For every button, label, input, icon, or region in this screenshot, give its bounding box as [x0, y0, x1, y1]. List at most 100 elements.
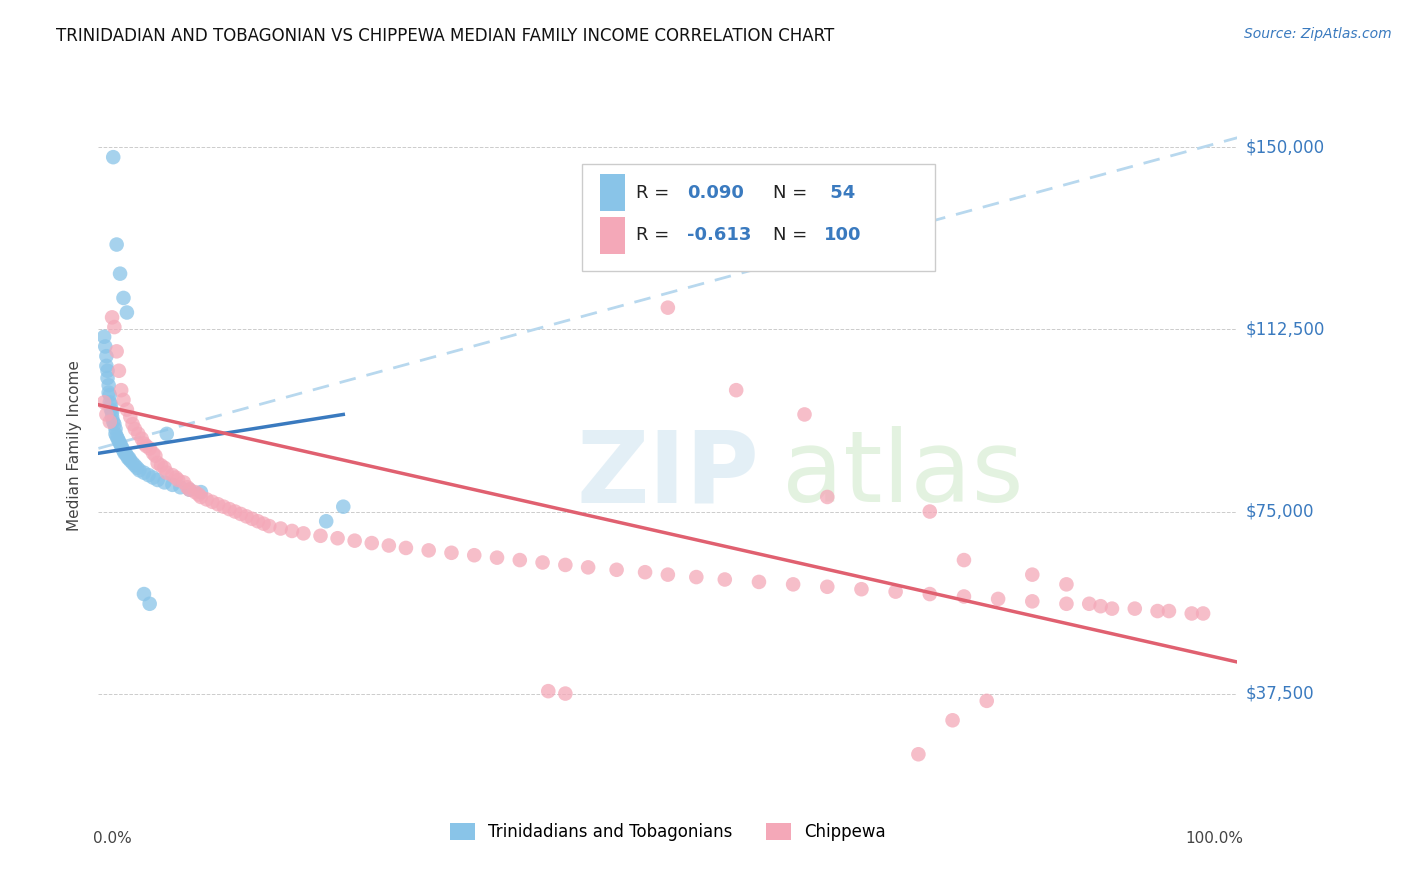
Text: $150,000: $150,000	[1246, 138, 1324, 156]
Point	[315, 514, 337, 528]
Point	[138, 468, 160, 483]
Point	[98, 395, 121, 409]
Point	[246, 514, 269, 528]
Point	[135, 439, 157, 453]
Point	[360, 536, 382, 550]
Point	[486, 550, 509, 565]
Point	[103, 417, 125, 432]
Point	[463, 548, 485, 562]
Point	[576, 560, 599, 574]
Point	[1078, 597, 1101, 611]
Point	[108, 267, 131, 281]
Point	[1181, 607, 1204, 621]
Point	[167, 473, 190, 487]
Text: 0.090: 0.090	[688, 184, 744, 202]
Point	[121, 417, 143, 432]
Point	[93, 395, 115, 409]
Point	[112, 392, 135, 407]
Point	[114, 446, 136, 460]
Point	[190, 490, 212, 504]
Text: $37,500: $37,500	[1246, 684, 1315, 703]
Point	[179, 483, 201, 497]
Point	[108, 436, 131, 450]
Point	[531, 556, 554, 570]
Point	[96, 371, 118, 385]
Point	[554, 687, 576, 701]
Point	[112, 443, 135, 458]
Point	[184, 485, 207, 500]
Point	[634, 565, 657, 579]
Point	[1054, 597, 1078, 611]
Point	[96, 408, 118, 422]
Point	[105, 429, 128, 443]
Text: 54: 54	[824, 184, 855, 202]
Point	[509, 553, 531, 567]
Text: N =: N =	[773, 227, 813, 244]
Point	[138, 597, 160, 611]
Point	[212, 500, 235, 514]
Point	[156, 426, 179, 441]
Point	[440, 546, 463, 560]
Point	[851, 582, 873, 597]
Point	[218, 502, 240, 516]
Point	[96, 359, 118, 373]
Legend: Trinidadians and Tobagonians, Chippewa: Trinidadians and Tobagonians, Chippewa	[443, 816, 893, 848]
Point	[101, 405, 124, 419]
Point	[124, 422, 146, 436]
Point	[657, 567, 679, 582]
Point	[142, 470, 165, 484]
Point	[103, 415, 125, 429]
Point	[782, 577, 804, 591]
Point	[162, 468, 184, 483]
Point	[1192, 607, 1215, 621]
Bar	[599, 174, 624, 211]
Point	[815, 490, 838, 504]
Point	[281, 524, 304, 538]
Point	[98, 388, 121, 402]
Text: $75,000: $75,000	[1246, 502, 1315, 521]
Point	[918, 504, 941, 518]
Point	[1054, 577, 1078, 591]
Point	[176, 480, 198, 494]
Point	[96, 349, 118, 363]
Point	[884, 584, 907, 599]
Point	[942, 713, 965, 727]
Point	[1021, 567, 1043, 582]
Point	[252, 516, 274, 531]
Point	[229, 507, 252, 521]
Point	[657, 301, 679, 315]
Point	[190, 485, 212, 500]
Point	[131, 432, 153, 446]
Point	[418, 543, 440, 558]
Point	[132, 436, 155, 450]
Text: TRINIDADIAN AND TOBAGONIAN VS CHIPPEWA MEDIAN FAMILY INCOME CORRELATION CHART: TRINIDADIAN AND TOBAGONIAN VS CHIPPEWA M…	[56, 27, 835, 45]
Point	[115, 305, 138, 319]
Point	[332, 500, 354, 514]
Point	[112, 291, 135, 305]
Point	[292, 526, 315, 541]
Point	[395, 541, 418, 555]
Point	[127, 460, 149, 475]
Point	[1123, 601, 1146, 615]
Text: N =: N =	[773, 184, 813, 202]
FancyBboxPatch shape	[582, 164, 935, 271]
Point	[1090, 599, 1112, 614]
Point	[685, 570, 707, 584]
Point	[187, 487, 209, 501]
Point	[121, 456, 143, 470]
Point	[554, 558, 576, 572]
Point	[120, 453, 142, 467]
Point	[195, 492, 218, 507]
Point	[132, 466, 155, 480]
Point	[145, 449, 167, 463]
Point	[240, 512, 263, 526]
Point	[309, 529, 332, 543]
Point	[201, 495, 224, 509]
Point	[748, 574, 770, 589]
Point	[793, 408, 815, 422]
Point	[138, 442, 160, 456]
Point	[153, 460, 176, 475]
Point	[111, 442, 134, 456]
Point	[207, 497, 229, 511]
Point	[953, 553, 976, 567]
